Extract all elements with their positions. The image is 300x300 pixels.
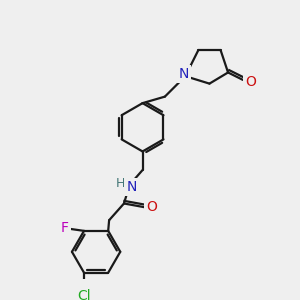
Text: F: F xyxy=(61,221,68,235)
Text: N: N xyxy=(178,67,189,81)
Text: Cl: Cl xyxy=(77,289,91,300)
Text: H: H xyxy=(116,178,125,190)
Text: O: O xyxy=(245,75,256,89)
Text: N: N xyxy=(126,180,136,194)
Text: O: O xyxy=(146,200,157,214)
